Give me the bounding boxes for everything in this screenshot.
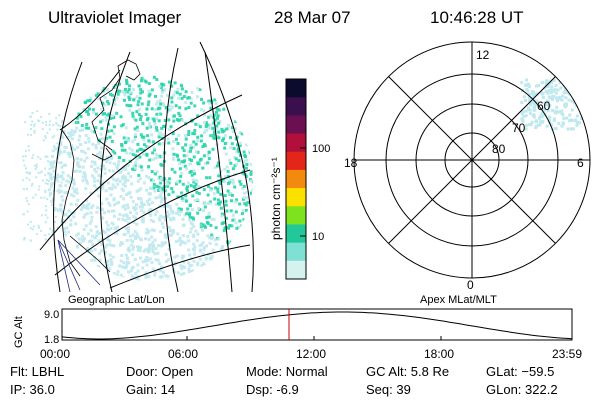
polar-plot: 12 18 6 0 60 70 80 (344, 41, 591, 292)
time-label-18: 18:00 (424, 347, 454, 361)
time-label-06: 06:00 (168, 347, 198, 361)
door-status: Door: Open (126, 364, 194, 379)
mlt-label-18: 18 (344, 156, 358, 170)
date-label: 28 Mar 07 (274, 8, 351, 27)
colorbar-label-100: 100 (312, 143, 330, 155)
colorbar-band (286, 133, 306, 153)
instrument-title: Ultraviolet Imager (48, 8, 182, 27)
mlat-label-80: 80 (492, 142, 506, 156)
altitude-curve (61, 311, 573, 340)
colorbar-band (286, 115, 306, 135)
mode-status: Mode: Normal (246, 364, 328, 379)
mlat-label-70: 70 (512, 121, 526, 135)
color-scale-bar (286, 79, 306, 280)
polar-panel-label: Apex MLat/MLT (420, 294, 497, 306)
time-label-00: 00:00 (40, 347, 70, 361)
colorbar-band (286, 97, 306, 116)
mlt-label-6: 6 (577, 156, 584, 170)
geographic-image (22, 41, 254, 292)
colorbar-band (286, 260, 306, 280)
coastline (61, 59, 141, 277)
mlat-label-60: 60 (537, 99, 551, 113)
colorbar-band (286, 188, 306, 207)
altitude-plot-frame (61, 308, 573, 341)
glat-status: GLat: −59.5 (486, 364, 555, 379)
colorbar-frame (285, 78, 307, 280)
geo-panel-label: Geographic Lat/Lon (68, 294, 165, 306)
dsp-status: Dsp: -6.9 (246, 382, 299, 397)
polar-meridian-diag2 (388, 76, 556, 244)
colorbar-label-10: 10 (312, 231, 324, 243)
colorbar-band (286, 224, 306, 244)
colorbar-band (286, 206, 306, 225)
colorbar-band (286, 151, 306, 171)
glon-status: GLon: 322.2 (486, 382, 558, 397)
seq-status: Seq: 39 (366, 382, 411, 397)
time-label-12: 12:00 (296, 347, 326, 361)
gain-status: Gain: 14 (126, 382, 176, 397)
time-label-2359: 23:59 (552, 347, 582, 361)
mlt-label-12: 12 (476, 48, 490, 62)
mlt-label-0: 0 (467, 278, 474, 292)
ip-status: IP: 36.0 (10, 382, 55, 397)
altitude-plot: 9.0 1.8 GC Alt 00:00 06:00 12:00 18:00 2… (13, 308, 582, 361)
filter-status: Flt: LBHL (10, 364, 65, 379)
alt-label-max: 9.0 (44, 309, 59, 321)
colorbar-band (286, 242, 306, 262)
colorbar-unit-label: photon cm⁻²s⁻¹ (269, 157, 283, 240)
time-label: 10:46:28 UT (430, 8, 524, 27)
colorbar-band (286, 169, 306, 189)
geo-grid-lines (39, 41, 254, 292)
site-rays (57, 239, 101, 292)
alt-axis-label: GC Alt (13, 316, 25, 348)
colorbar-band (286, 79, 306, 98)
gc-alt-status: GC Alt: 5.8 Re (366, 364, 450, 379)
alt-label-min: 1.8 (44, 334, 59, 346)
